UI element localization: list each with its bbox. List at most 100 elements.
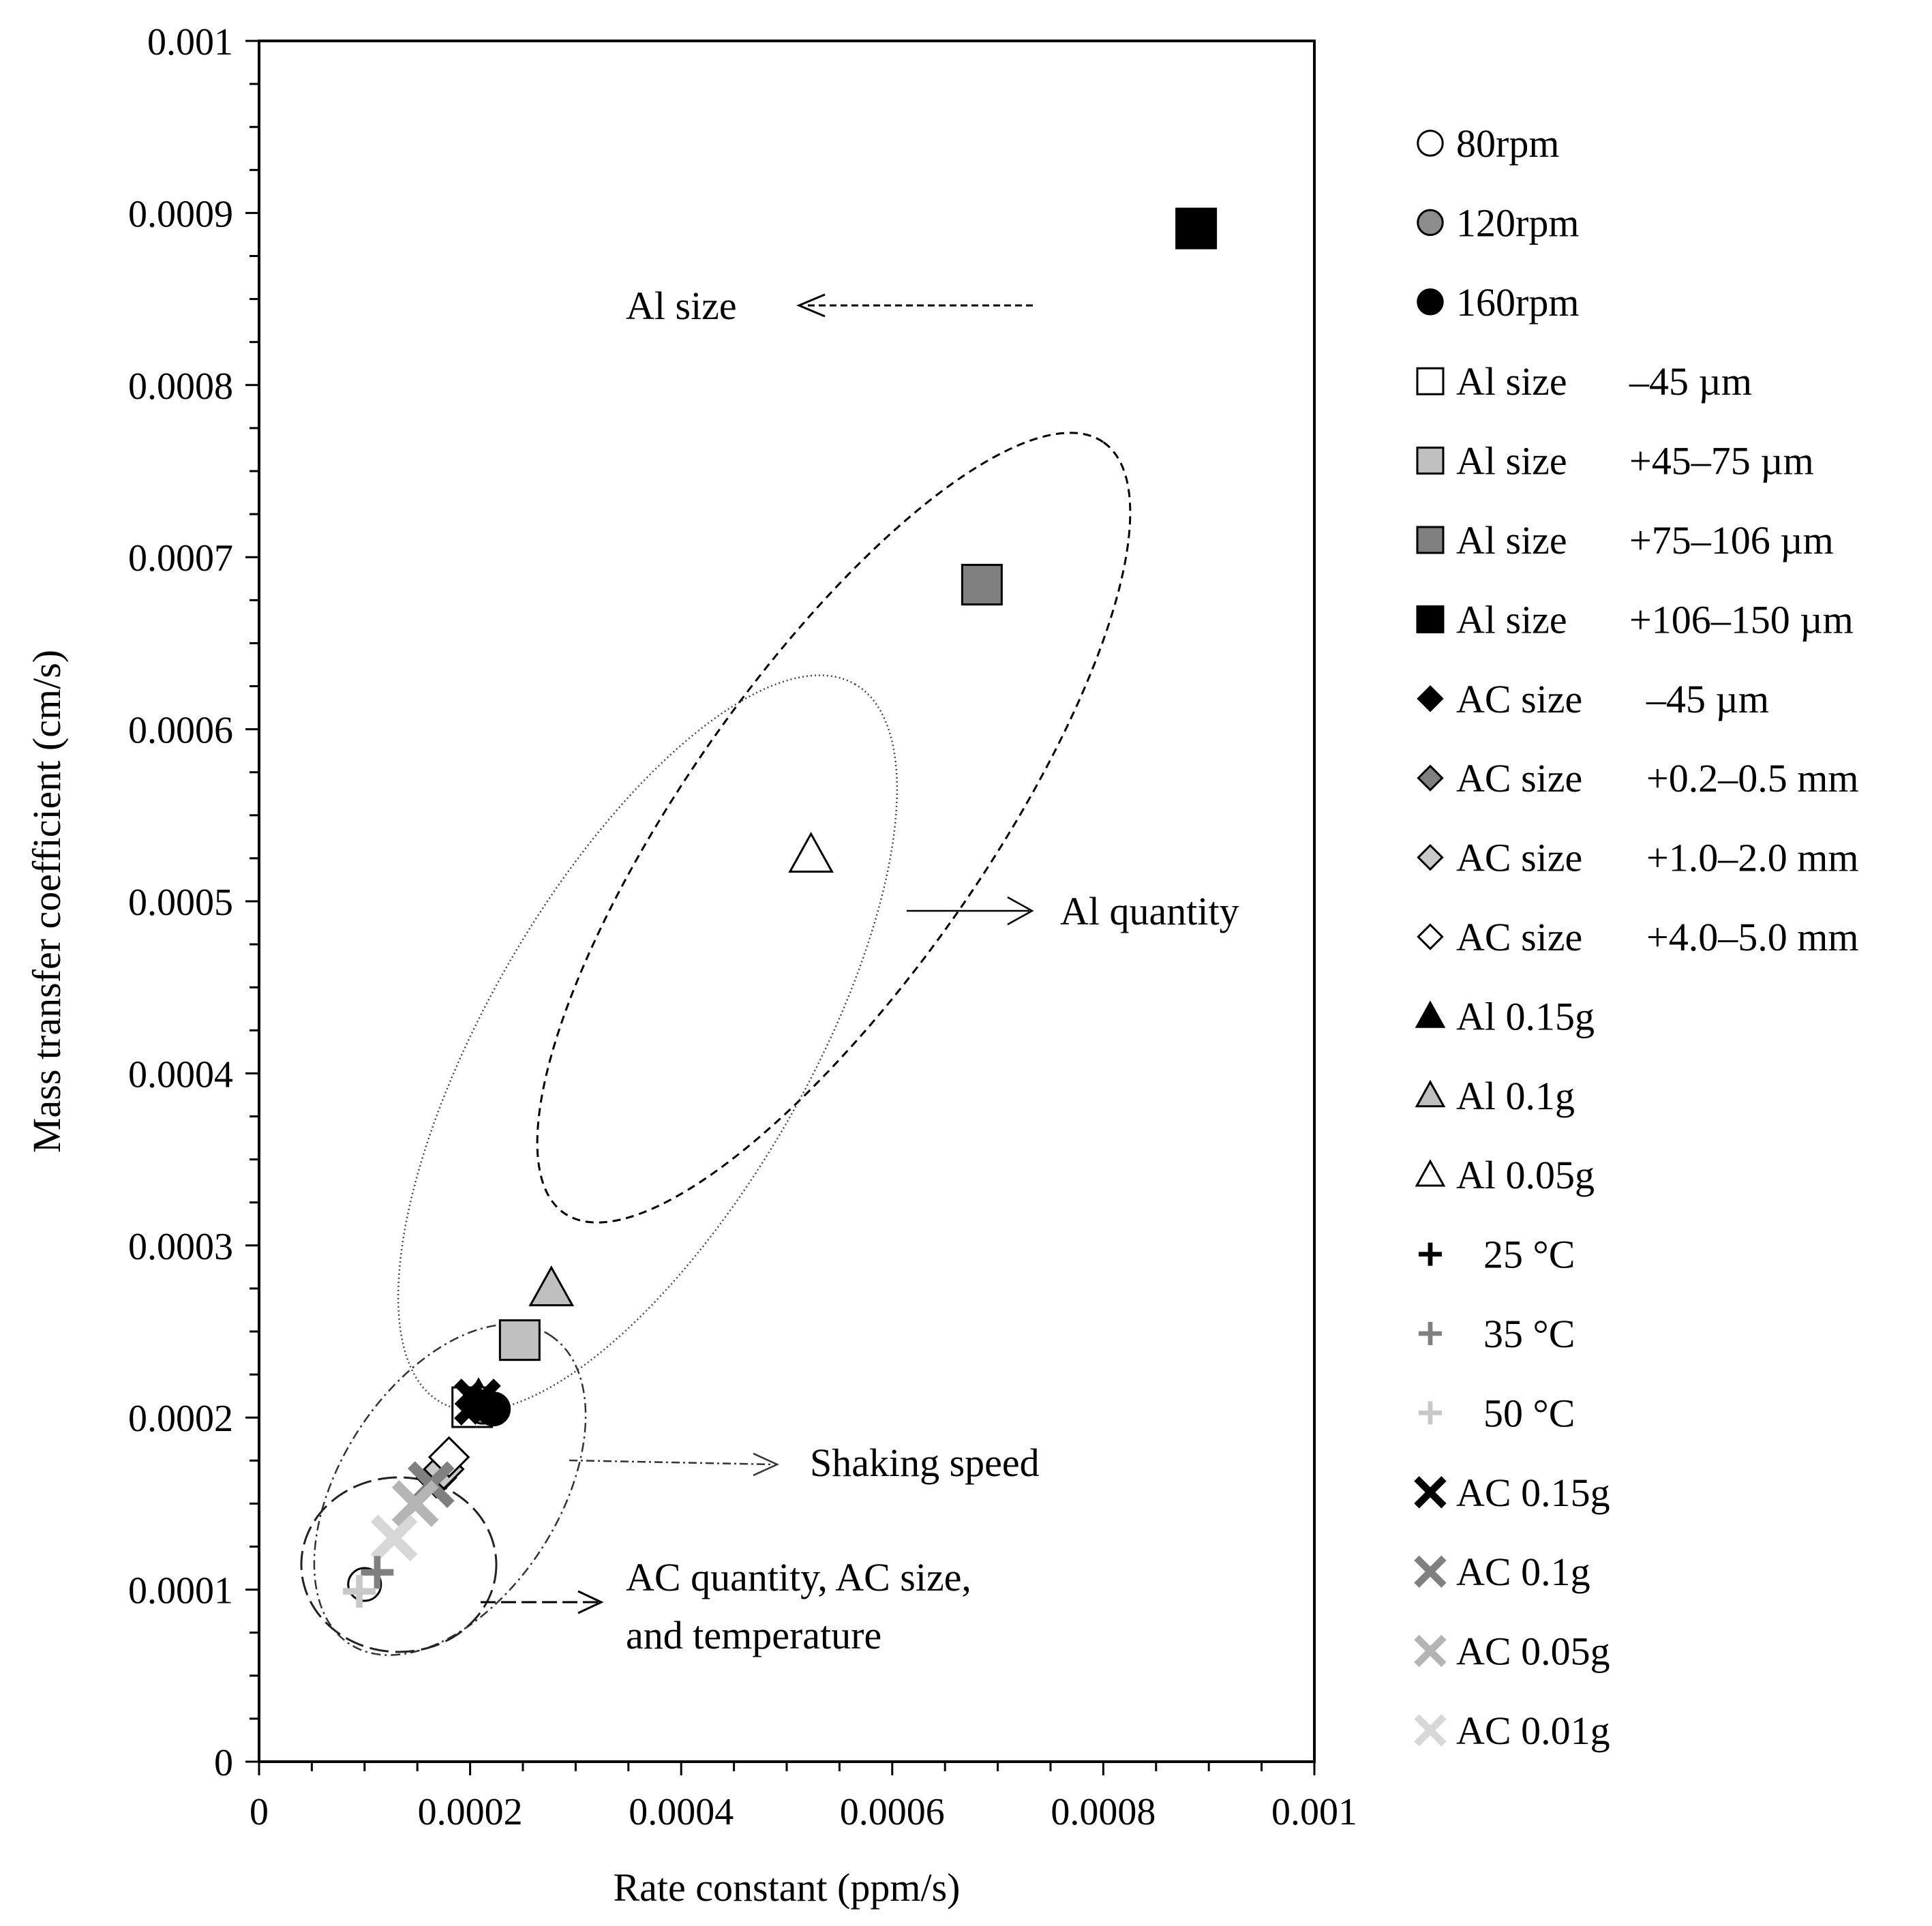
legend-marker (1419, 1242, 1443, 1266)
y-tick-label: 0.0006 (128, 710, 233, 752)
legend-marker (1414, 1555, 1447, 1588)
x-stroke (1414, 1476, 1447, 1509)
legend-label: Al size (1456, 597, 1567, 642)
shaking-speed-arrow (569, 1452, 780, 1477)
legend-marker (1414, 1634, 1447, 1668)
y-axis-title: Mass transfer coefficient (cm/s) (25, 650, 69, 1153)
legend-item: AC size +4.0–5.0 mm (1417, 915, 1858, 959)
legend-item: AC size –45 µm (1417, 677, 1769, 721)
legend-item: AC size +1.0–2.0 mm (1417, 836, 1858, 880)
y-tick-label: 0.001 (147, 21, 233, 63)
y-tick-label: 0.0008 (128, 365, 233, 408)
y-tick-label: 0.0007 (128, 537, 233, 580)
data-point (343, 1575, 376, 1608)
legend-marker (1415, 1079, 1446, 1108)
y-tick-label: 0 (214, 1742, 233, 1784)
x-tick-label: 0.0002 (418, 1791, 523, 1833)
legend-item: 80rpm (1417, 121, 1559, 166)
legend-label: AC 0.1g (1456, 1550, 1590, 1594)
legend-marker (1417, 130, 1444, 157)
legend-marker (1417, 764, 1444, 792)
legend-item: 50 °C (1419, 1391, 1575, 1435)
legend-label: AC 0.15g (1456, 1471, 1610, 1515)
legend-label: 80rpm (1456, 121, 1559, 166)
legend-label: AC size (1456, 756, 1582, 800)
legend-item: Al 0.05g (1415, 1153, 1595, 1197)
data-point (528, 1265, 575, 1307)
legend-item: Al size +75–106 µm (1416, 518, 1834, 562)
legend-label: AC 0.05g (1456, 1629, 1610, 1674)
legend-marker (1417, 288, 1444, 316)
ac-group-ellipse (300, 1476, 498, 1653)
data-point (361, 1556, 394, 1589)
axes: 0 0.0002 0.0004 0.0006 0.0008 0.001 0 0.0001 0.0… (128, 21, 1357, 1833)
y-tick-label: 0.0001 (128, 1570, 233, 1612)
legend-marker (1416, 526, 1445, 554)
legend-marker (1417, 923, 1444, 950)
legend-marker (1419, 1322, 1443, 1345)
x-tick-label: 0.001 (1271, 1791, 1357, 1833)
legend-size: +0.2–0.5 mm (1646, 756, 1858, 800)
annotation-shaking-speed: Shaking speed (810, 1441, 1040, 1485)
legend-item: Al size –45 µm (1416, 359, 1752, 404)
legend-marker (1416, 605, 1445, 633)
legend-item: AC 0.15g (1414, 1471, 1610, 1515)
legend-label: AC size (1456, 677, 1582, 721)
annotation-ac-group-line2: and temperature (626, 1613, 881, 1657)
legend-item: 160rpm (1417, 280, 1579, 325)
legend-size: +75–106 µm (1629, 518, 1834, 562)
legend-label: AC size (1456, 915, 1582, 959)
legend-item: AC 0.05g (1414, 1629, 1610, 1674)
ac-group-arrow (481, 1590, 604, 1614)
legend-marker (1414, 1714, 1447, 1747)
legend-size: +106–150 µm (1629, 597, 1854, 642)
x-stroke (391, 1480, 439, 1527)
legend-item: Al 0.15g (1415, 994, 1595, 1038)
legend-label: Al size (1456, 359, 1567, 404)
x-tick-label: 0.0008 (1051, 1791, 1156, 1833)
x-axis-title: Rate constant (ppm/s) (613, 1865, 960, 1910)
al-size-arrow (796, 293, 1033, 318)
y-tick-label: 0.0005 (128, 882, 233, 924)
legend-label: 160rpm (1456, 280, 1579, 325)
legend-item: Al 0.1g (1415, 1074, 1575, 1118)
legend-item: AC size +0.2–0.5 mm (1417, 756, 1858, 800)
legend-marker (1417, 209, 1444, 237)
legend-label: Al 0.05g (1456, 1153, 1595, 1197)
legend-marker (1416, 447, 1445, 475)
legend-marker (1417, 685, 1444, 712)
legend-label: AC 0.01g (1456, 1709, 1610, 1753)
x-stroke (1414, 1714, 1447, 1747)
data-points (343, 207, 1218, 1608)
legend-item: 35 °C (1419, 1312, 1575, 1356)
annotation-ac-group-line1: AC quantity, AC size, (626, 1555, 971, 1599)
legend: 80rpm 120rpm 160rpm Al size –45 µm Al size +45… (1414, 121, 1858, 1753)
data-point (788, 831, 834, 873)
al-size-ellipse (536, 432, 1132, 1224)
annotation-al-size: Al size (626, 284, 737, 328)
legend-size: +45–75 µm (1629, 439, 1814, 483)
data-point (961, 564, 1003, 606)
x-stroke (1414, 1634, 1447, 1668)
legend-marker (1415, 1159, 1446, 1187)
annotation-al-quantity: Al quantity (1060, 889, 1239, 933)
al-quantity-arrow (907, 896, 1034, 926)
legend-item: Al size +45–75 µm (1416, 439, 1814, 483)
data-point (370, 1514, 418, 1562)
data-point (1175, 207, 1218, 250)
legend-size: +1.0–2.0 mm (1646, 836, 1858, 880)
legend-item: 25 °C (1419, 1233, 1575, 1277)
y-tick-label: 0.0003 (128, 1226, 233, 1268)
legend-marker (1415, 1000, 1446, 1028)
legend-label: Al 0.1g (1456, 1074, 1575, 1118)
data-point (498, 1319, 541, 1361)
y-tick-label: 0.0004 (128, 1053, 233, 1096)
data-point (459, 1387, 492, 1421)
legend-marker (1419, 1401, 1443, 1425)
y-tick-label: 0.0009 (128, 193, 233, 235)
shaking-speed-ellipse (313, 1323, 587, 1656)
legend-marker (1416, 367, 1445, 395)
data-point (391, 1480, 439, 1527)
